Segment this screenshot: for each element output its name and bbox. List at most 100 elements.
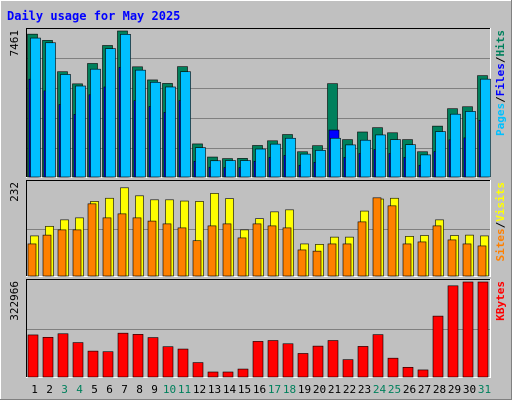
bar-pages-day-16 (255, 148, 266, 178)
bar-pages-day-4 (75, 85, 86, 178)
legend-visits_sites: Sites/Visits (494, 182, 507, 262)
bar-sites-day-27 (417, 241, 427, 277)
legend-item: / (494, 96, 507, 103)
bar-kbytes-day-17 (267, 340, 279, 378)
x-label-day-11: 11 (178, 383, 191, 396)
bar-pages-day-15 (240, 160, 251, 178)
bar-kbytes-day-13 (207, 371, 219, 378)
bar-kbytes-day-11 (177, 348, 189, 378)
bar-kbytes-day-1 (27, 334, 39, 378)
x-label-day-27: 27 (418, 383, 431, 396)
bar-kbytes-day-7 (117, 332, 129, 378)
bar-pages-day-6 (105, 48, 116, 178)
bar-pages-day-7 (120, 34, 131, 178)
bar-kbytes-day-26 (402, 366, 414, 378)
bar-pages-day-3 (60, 74, 71, 178)
bar-kbytes-day-18 (282, 343, 294, 378)
bar-sites-day-8 (132, 217, 142, 277)
legend-item: Sites (494, 228, 507, 261)
chart-panels: 7461Pages/Files/Hits232Sites/Visits32296… (8, 28, 507, 378)
y-max-label: 232 (8, 182, 21, 202)
x-label-day-21: 21 (328, 383, 341, 396)
x-label-day-16: 16 (253, 383, 266, 396)
bar-kbytes-day-24 (372, 334, 384, 378)
bar-sites-day-24 (372, 197, 382, 277)
x-label-day-28: 28 (433, 383, 446, 396)
bar-kbytes-day-25 (387, 357, 399, 378)
bar-pages-day-18 (285, 137, 296, 178)
y-max-label: 7461 (8, 30, 21, 57)
bar-kbytes-day-10 (162, 346, 174, 378)
bar-pages-day-22 (345, 144, 356, 178)
bar-pages-day-26 (405, 144, 416, 178)
x-label-day-20: 20 (313, 383, 326, 396)
bar-pages-day-27 (420, 154, 431, 178)
bar-sites-day-28 (432, 225, 442, 277)
bar-pages-day-11 (180, 71, 191, 178)
bar-kbytes-day-19 (297, 353, 309, 378)
bar-kbytes-day-21 (327, 340, 339, 378)
x-label-day-24: 24 (373, 383, 387, 396)
bar-kbytes-day-2 (42, 336, 54, 378)
x-label-day-8: 8 (136, 383, 143, 396)
x-label-day-6: 6 (106, 383, 113, 396)
bar-kbytes-day-9 (147, 337, 159, 378)
bar-sites-day-31 (477, 245, 487, 277)
x-label-day-22: 22 (343, 383, 356, 396)
bar-pages-day-23 (360, 139, 371, 178)
bar-sites-day-20 (312, 250, 322, 277)
x-label-day-7: 7 (121, 383, 128, 396)
x-label-day-3: 3 (61, 383, 68, 396)
bar-kbytes-day-8 (132, 334, 144, 378)
bar-kbytes-day-31 (477, 281, 489, 378)
bar-sites-day-14 (222, 223, 232, 277)
bar-pages-day-24 (375, 134, 386, 178)
bar-sites-day-10 (162, 223, 172, 277)
x-label-day-4: 4 (76, 383, 83, 396)
x-label-day-30: 30 (463, 383, 476, 396)
bar-pages-day-5 (90, 68, 101, 178)
x-label-day-13: 13 (208, 383, 221, 396)
legend-item: Pages (494, 103, 507, 136)
legend-item: Hits (494, 30, 507, 57)
bar-pages-day-19 (300, 153, 311, 178)
x-label-day-2: 2 (46, 383, 53, 396)
bar-pages-day-1 (30, 37, 41, 178)
legend-item: Files (494, 63, 507, 96)
bar-sites-day-15 (237, 237, 247, 277)
panel-visits_sites: 232 Sites/Visits (8, 180, 507, 277)
bar-kbytes-day-15 (237, 368, 249, 378)
x-label-day-9: 9 (151, 383, 158, 396)
x-label-day-12: 12 (193, 383, 206, 396)
bar-kbytes-day-30 (462, 281, 474, 378)
bar-kbytes-day-28 (432, 315, 444, 378)
x-label-day-5: 5 (91, 383, 98, 396)
bar-kbytes-day-16 (252, 341, 264, 378)
bar-sites-day-18 (282, 227, 292, 277)
bar-pages-day-28 (435, 131, 446, 178)
bar-kbytes-day-3 (57, 333, 69, 378)
bar-sites-day-11 (177, 227, 187, 277)
x-label-day-14: 14 (223, 383, 237, 396)
legend-item: / (494, 221, 507, 228)
bar-sites-day-7 (117, 213, 127, 277)
bar-kbytes-day-27 (417, 369, 429, 378)
bar-sites-day-1 (27, 243, 37, 277)
bar-kbytes-day-23 (357, 346, 369, 378)
x-label-day-31: 31 (478, 383, 491, 396)
bar-pages-day-21 (330, 137, 341, 178)
bar-sites-day-6 (102, 217, 112, 277)
y-max-label: 322966 (8, 281, 21, 321)
x-axis-day-labels: 1 2 3 4 5 6 7 8 9 10 11 12 13 14 15 16 17 18 19 20 21 22 23 24 2… (31, 383, 491, 396)
bar-pages-day-30 (465, 111, 476, 178)
bar-sites-day-16 (252, 223, 262, 277)
legend-item: / (494, 56, 507, 63)
bar-kbytes-day-12 (192, 362, 204, 378)
bar-pages-day-8 (135, 69, 146, 178)
bar-sites-day-29 (447, 239, 457, 277)
legend-item: Visits (494, 182, 507, 222)
legend-hits_files_pages: Pages/Files/Hits (494, 30, 507, 136)
bar-pages-day-14 (225, 160, 236, 178)
